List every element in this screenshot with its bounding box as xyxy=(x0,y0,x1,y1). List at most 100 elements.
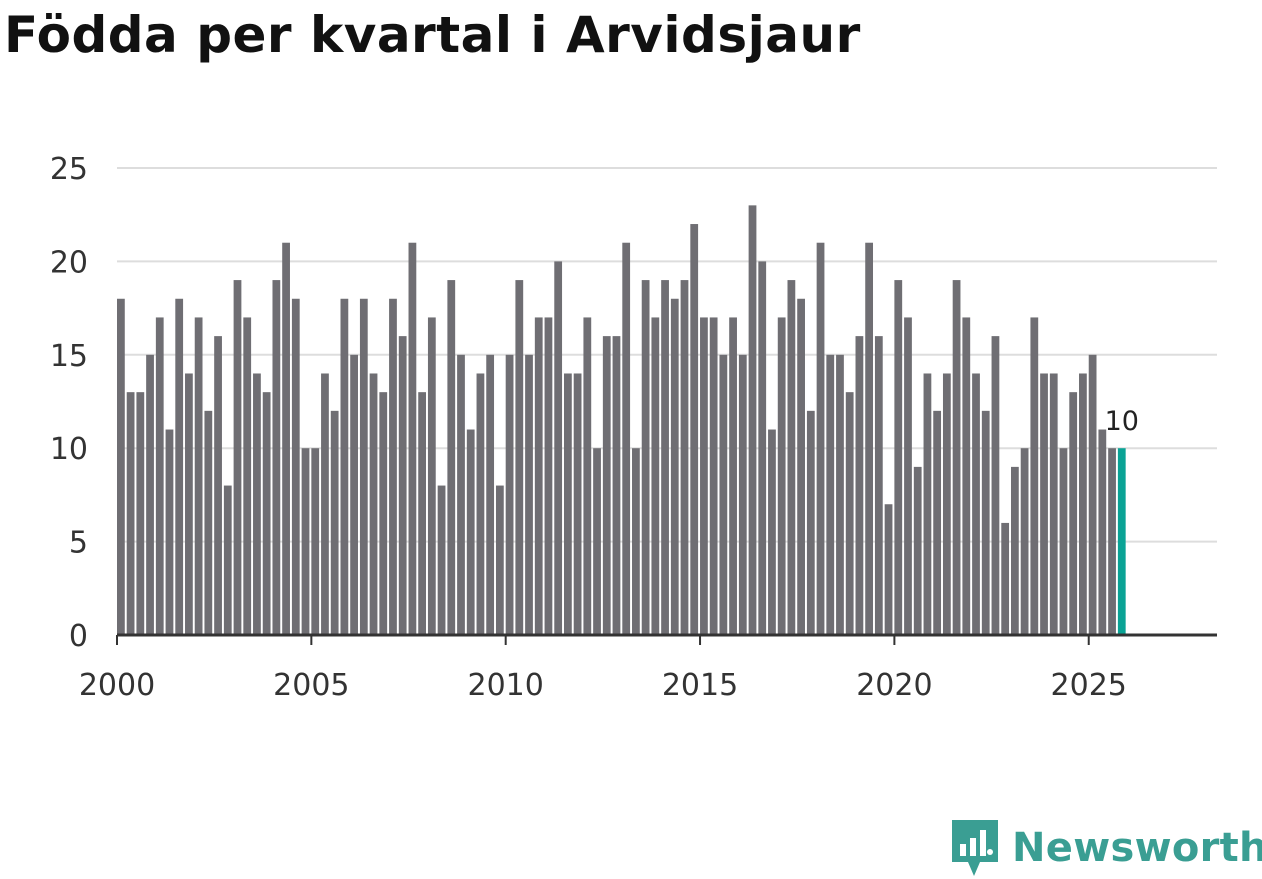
bar xyxy=(457,354,465,635)
bar xyxy=(389,298,397,635)
bar xyxy=(991,336,1000,635)
bar xyxy=(563,373,572,635)
bar xyxy=(806,410,815,635)
bar xyxy=(321,373,329,635)
y-axis-labels: 0 5 10 15 20 25 xyxy=(50,152,88,654)
bar xyxy=(622,242,631,635)
bar xyxy=(923,373,932,635)
bar xyxy=(816,242,825,635)
bar xyxy=(544,317,553,635)
bar xyxy=(486,354,495,635)
bar xyxy=(175,298,184,635)
bar xyxy=(583,317,592,635)
bar xyxy=(933,410,942,635)
bar xyxy=(525,354,533,635)
bar xyxy=(748,205,757,636)
bar xyxy=(962,317,971,635)
bar xyxy=(185,373,193,635)
bar xyxy=(398,336,407,635)
y-tick-label: 20 xyxy=(50,245,88,280)
bar xyxy=(418,392,427,635)
bar xyxy=(593,448,601,635)
bar xyxy=(700,317,708,635)
highlight-value-label: 10 xyxy=(1105,406,1139,437)
y-tick-label: 5 xyxy=(69,526,88,561)
bar xyxy=(340,298,349,635)
bar xyxy=(253,373,261,635)
bar xyxy=(1010,466,1019,635)
bar xyxy=(797,298,805,635)
bar xyxy=(233,280,242,635)
bar xyxy=(680,280,689,635)
bar xyxy=(981,410,990,635)
bar xyxy=(884,504,893,635)
bar xyxy=(262,392,271,635)
bar xyxy=(787,280,796,635)
y-tick-label: 0 xyxy=(69,619,88,654)
bar xyxy=(573,373,582,635)
x-tick-label: 2000 xyxy=(79,668,155,703)
bar xyxy=(359,298,368,635)
bar xyxy=(1088,354,1097,635)
bar xyxy=(505,354,514,635)
bar xyxy=(1049,373,1058,635)
bar xyxy=(874,336,883,635)
bar xyxy=(447,280,456,635)
bar xyxy=(554,261,563,635)
bar xyxy=(690,224,699,636)
y-tick-label: 25 xyxy=(50,152,88,187)
bar xyxy=(1069,392,1078,635)
newsworthy-icon xyxy=(952,820,998,876)
brand-name: Newsworthy xyxy=(1012,825,1262,871)
bar xyxy=(165,429,174,635)
bar xyxy=(330,410,339,635)
x-tick-label: 2010 xyxy=(468,668,544,703)
chart-title: Födda per kvartal i Arvidsjaur xyxy=(4,6,861,64)
bar xyxy=(632,448,640,635)
bar xyxy=(602,336,611,635)
x-tick-label: 2025 xyxy=(1051,668,1127,703)
bar xyxy=(291,298,300,635)
bar xyxy=(777,317,786,635)
bar xyxy=(272,280,281,635)
bar xyxy=(155,317,164,635)
bar xyxy=(204,410,213,635)
bar xyxy=(1079,373,1087,635)
bar xyxy=(942,373,951,635)
bar xyxy=(466,429,475,635)
bar xyxy=(729,317,737,635)
bar xyxy=(350,354,358,635)
bar xyxy=(369,373,378,635)
bar xyxy=(865,242,874,635)
bar xyxy=(670,298,679,635)
bar xyxy=(194,317,203,635)
bar xyxy=(826,354,835,635)
bar xyxy=(709,317,718,635)
bar xyxy=(282,242,290,635)
bar xyxy=(768,429,776,635)
x-axis: 2000 2005 2010 2015 2020 2025 xyxy=(79,633,1217,703)
bar xyxy=(243,317,252,635)
bar xyxy=(845,392,854,635)
bar xyxy=(301,448,310,635)
bar xyxy=(476,373,485,635)
bar xyxy=(1020,448,1029,635)
bar xyxy=(146,354,154,635)
x-tick-label: 2015 xyxy=(662,668,738,703)
bar xyxy=(117,298,125,635)
bar xyxy=(1059,448,1068,635)
bar xyxy=(1030,317,1039,635)
bar xyxy=(612,336,621,635)
bar xyxy=(427,317,436,635)
bar xyxy=(894,280,903,635)
bar xyxy=(952,280,961,635)
bars xyxy=(117,205,1126,636)
bar xyxy=(534,317,543,635)
x-tick-label: 2020 xyxy=(856,668,932,703)
bar xyxy=(836,354,844,635)
bar xyxy=(855,336,864,635)
bar xyxy=(214,336,222,635)
bar xyxy=(1108,448,1116,635)
bar xyxy=(758,261,767,635)
